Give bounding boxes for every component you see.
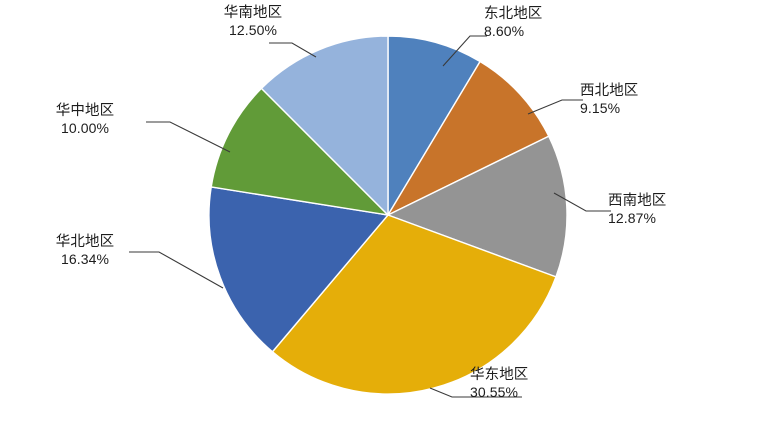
pie-slice[interactable] [387,60,550,216]
data-label-dongbei-name: 东北地区 [484,6,543,22]
data-label-xinan-value: 12.87% [608,210,657,226]
data-label-huazhong-value: 10.00% [60,120,110,136]
pie-slice[interactable] [210,87,389,216]
data-label-huabei-name: 华北地区 [55,234,115,250]
data-label-huadong-value: 30.55% [470,384,519,400]
pie-slice[interactable] [260,35,389,216]
data-label-xinan: 西南地区 12.87% [608,193,666,227]
pie-slice[interactable] [387,135,568,278]
data-label-huanan-name: 华南地区 [223,5,283,21]
data-label-huabei: 华北地区 16.34% [18,234,152,268]
data-label-huabei-value: 16.34% [60,251,110,267]
data-label-huazhong-name: 华中地区 [55,103,115,119]
data-label-huazhong: 华中地区 10.00% [18,103,152,137]
leader-line-xinan [553,192,611,212]
pie-slice[interactable] [208,186,389,353]
leader-lines-group [129,35,611,398]
data-label-dongbei-value: 8.60% [484,23,525,39]
pie-slice[interactable] [387,35,481,216]
data-label-xibei-value: 9.15% [580,100,621,116]
data-label-dongbei: 东北地区 8.60% [484,6,542,40]
data-label-xinan-name: 西南地区 [608,193,667,209]
data-label-xibei: 西北地区 9.15% [580,83,638,117]
leader-line-huabei [129,251,224,289]
leader-line-dongbei [442,35,487,67]
leader-line-xibei [527,99,583,115]
leader-line-huazhong [146,121,231,153]
data-label-xibei-name: 西北地区 [580,83,639,99]
pie-slices-group [208,35,568,395]
data-label-huanan-value: 12.50% [228,22,278,38]
leader-line-huanan [269,42,317,58]
data-label-huadong-name: 华东地区 [470,367,529,383]
pie-slice[interactable] [271,214,557,395]
data-label-huanan: 华南地区 12.50% [186,5,320,39]
data-label-huadong: 华东地区 30.55% [470,367,528,401]
leader-line-huadong [429,387,522,398]
